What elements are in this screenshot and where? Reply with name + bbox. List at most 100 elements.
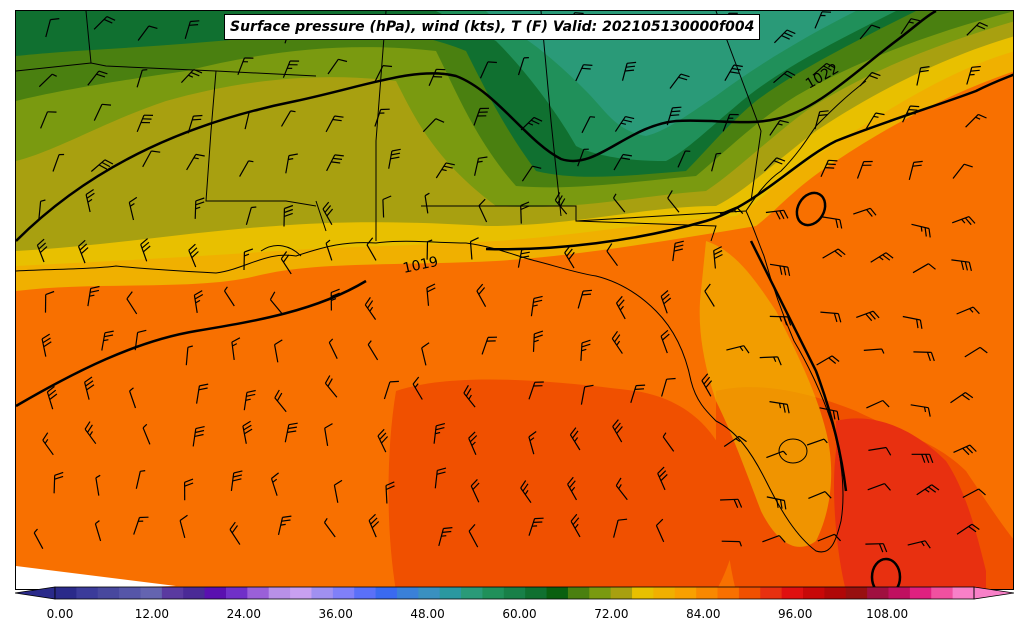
wind-barb-icon — [180, 68, 203, 84]
wind-barb-icon — [669, 73, 690, 89]
map-title: Surface pressure (hPa), wind (kts), T (F… — [224, 14, 761, 40]
colorbar-swatch — [461, 587, 483, 599]
wind-barb-icon — [817, 533, 842, 542]
isobar-low-south — [870, 557, 902, 589]
colorbar-tick-label: 108.00 — [866, 607, 909, 621]
colorbar-swatch — [525, 587, 548, 599]
colorbar-swatch — [717, 587, 740, 599]
colorbar-swatch — [55, 587, 77, 599]
wind-barb-icon — [911, 223, 931, 238]
colorbar-tick-label: 72.00 — [594, 607, 629, 621]
wind-barb-icon — [611, 330, 623, 354]
wind-barb-icon — [965, 113, 987, 128]
wind-barb-icon — [769, 263, 791, 277]
wind-barb-icon — [863, 348, 885, 354]
state-line-north — [16, 62, 317, 77]
colorbar-swatch — [225, 587, 248, 599]
colorbar-tick-label: 84.00 — [686, 607, 721, 621]
wind-barb-icon — [950, 392, 974, 404]
colorbar-tick-label: 60.00 — [502, 607, 537, 621]
wind-barb-icon — [769, 401, 790, 414]
wind-barb-icon — [865, 543, 888, 553]
colorbar-swatch — [354, 587, 377, 599]
wind-barb-icon — [364, 297, 377, 320]
wind-barb-icon — [84, 421, 97, 445]
colorbar-swatch — [482, 587, 505, 599]
wind-barb-icon — [521, 165, 542, 182]
wind-barb-icon — [812, 62, 835, 76]
wind-barb-icon — [724, 64, 743, 81]
colorbar-swatch — [803, 587, 825, 599]
colorbar-swatch — [610, 587, 633, 599]
wind-barb-icon — [564, 245, 575, 269]
colorbar-extend-high — [973, 586, 1014, 600]
colorbar-swatch — [375, 587, 398, 599]
colorbar-swatch — [268, 587, 291, 599]
wind-barb-icon — [520, 201, 530, 224]
wind-barb-icon — [528, 517, 544, 536]
wind-barb-icon — [383, 380, 399, 400]
wind-barb-icon — [435, 162, 455, 179]
wind-barb-icon — [135, 470, 146, 489]
colorbar-swatch — [332, 587, 355, 599]
wind-barb-icon — [93, 103, 112, 121]
wind-barb-icon — [528, 381, 544, 400]
wind-barb-icon — [532, 330, 544, 352]
colorbar-swatch — [97, 587, 120, 599]
colorbar-swatch — [567, 587, 590, 599]
wind-barb-icon — [661, 377, 676, 397]
wind-barb-icon — [916, 66, 930, 86]
wind-barb-icon — [438, 527, 453, 547]
wind-barb-icon — [856, 310, 880, 322]
wind-barb-icon — [814, 110, 829, 130]
colorbar-swatch — [439, 587, 462, 599]
wind-barb-icon — [769, 315, 792, 326]
colorbar-swatch — [140, 587, 163, 599]
wind-barb-icon — [910, 404, 931, 417]
wind-barb-icon — [184, 20, 200, 39]
wind-barb-icon — [388, 148, 401, 169]
colorbar-swatch — [418, 587, 441, 599]
colorbar-swatch — [396, 587, 419, 599]
wind-barb-icon — [185, 345, 193, 366]
temperature-band-82 — [834, 418, 986, 589]
wind-barb-icon — [520, 480, 532, 504]
coast-and-state-lines — [16, 11, 867, 553]
state-line-west — [85, 11, 92, 64]
wind-barb-icon — [859, 71, 881, 87]
wind-barb-icon — [184, 478, 194, 501]
wind-barb-icon — [900, 18, 920, 35]
wind-barb-icon — [911, 453, 934, 464]
wind-barb-icon — [133, 516, 149, 535]
colorbar-tick-label: 0.00 — [46, 607, 74, 621]
wind-barb-icon — [463, 385, 476, 408]
wind-barb-icon — [667, 190, 680, 213]
wind-barb-icon — [814, 11, 832, 29]
wind-barb-icon — [90, 159, 114, 172]
wind-barb-icon — [966, 65, 981, 85]
wind-barb-icon — [951, 216, 976, 226]
wind-barb-icon — [87, 70, 108, 86]
wind-barb-icon — [187, 114, 203, 134]
wind-barb-icon — [280, 251, 292, 275]
colorbar-frame — [54, 586, 975, 600]
colorbar-swatch — [674, 587, 697, 599]
colorbar-extend-low — [15, 586, 56, 600]
wind-barb-icon — [33, 528, 44, 549]
state-line-georgia-florida — [575, 210, 747, 222]
wind-barb-icon — [433, 423, 446, 444]
no-data-wedge — [16, 566, 176, 589]
wind-barb-icon — [481, 336, 498, 355]
wind-barb-icon — [274, 389, 287, 413]
wind-barb-icon — [612, 419, 623, 443]
wind-barb-icon — [325, 115, 344, 133]
colorbar-swatch — [183, 587, 206, 599]
wind-barb-icon — [469, 237, 479, 260]
temperature-band-peninsula — [699, 241, 832, 547]
wind-barb-icon — [282, 60, 300, 78]
wind-barb-icon — [951, 259, 972, 272]
colorbar-swatch — [952, 587, 975, 599]
colorbar-swatch — [696, 587, 719, 599]
wind-barb-icon — [660, 290, 672, 314]
wind-barb-icon — [866, 399, 890, 409]
